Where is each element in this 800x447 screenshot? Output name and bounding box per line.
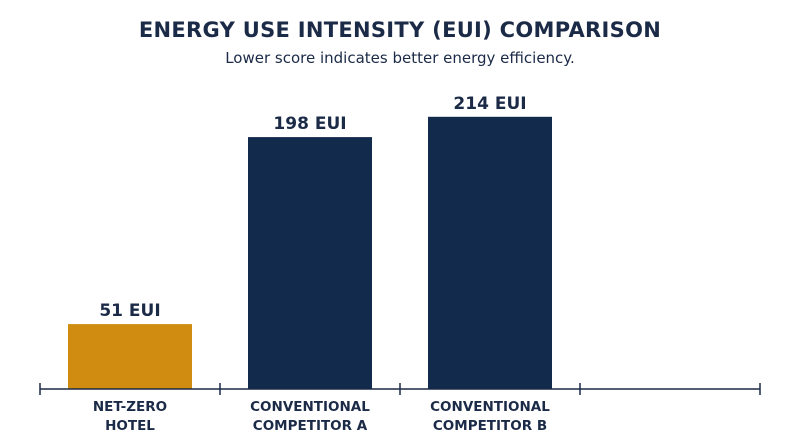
x-tick-label-1: NET-ZERO HOTEL: [93, 399, 167, 434]
x-axis-ticks-group: [39, 383, 761, 395]
value-label-3: 214 EUI: [453, 94, 526, 114]
x-tick-label-2: CONVENTIONAL COMPETITOR A: [250, 399, 370, 434]
chart-subtitle: Lower score indicates better energy effi…: [225, 49, 575, 67]
value-label-1: 51 EUI: [99, 301, 160, 321]
bar-2: [248, 137, 372, 389]
bar-3: [428, 116, 552, 390]
value-label-2: 198 EUI: [273, 114, 346, 134]
bar-1: [68, 324, 192, 389]
x-axis-labels-group: NET-ZERO HOTEL CONVENTIONAL COMPETITOR A CON…: [93, 399, 550, 434]
x-tick-label-3: CONVENTIONAL COMPETITOR B: [430, 399, 550, 434]
bars-group: [68, 116, 552, 390]
chart-title: ENERGY USE INTENSITY (EUI) COMPARISON: [138, 18, 662, 42]
value-labels-group: 51 EUI 198 EUI 214 EUI: [99, 94, 526, 321]
